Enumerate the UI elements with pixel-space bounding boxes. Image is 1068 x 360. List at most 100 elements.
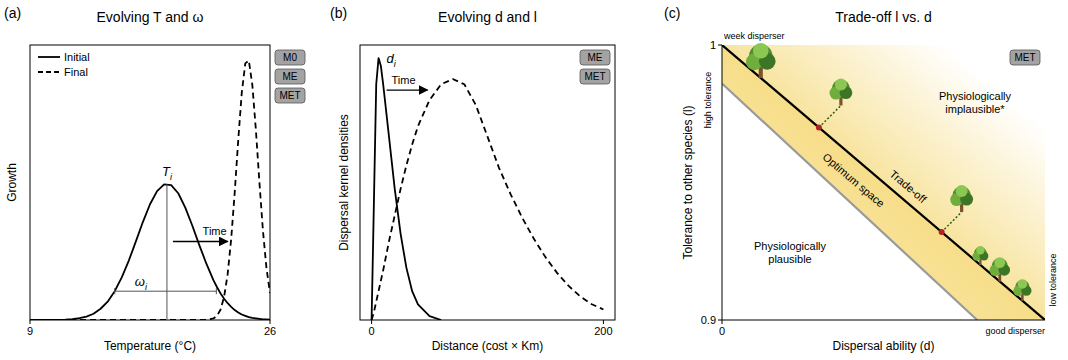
x-tick bbox=[722, 320, 723, 324]
subscript: i bbox=[145, 282, 148, 292]
subscript: i bbox=[170, 172, 173, 182]
x-tick bbox=[603, 320, 604, 324]
tree-crown bbox=[956, 185, 968, 197]
model-badge-label: ME bbox=[283, 71, 298, 82]
series-line bbox=[30, 60, 270, 320]
model-badge-label: MET bbox=[584, 71, 605, 82]
subscript: i bbox=[394, 59, 397, 69]
annotation: ωi bbox=[135, 274, 148, 292]
x-tick bbox=[30, 320, 31, 324]
axis-end-label: week disperser bbox=[723, 31, 785, 41]
plot-area bbox=[722, 45, 1045, 320]
y-axis-title: Growth bbox=[5, 163, 19, 202]
tree-link bbox=[819, 106, 841, 128]
y-axis-title: Dispersal kernel densities bbox=[337, 114, 351, 251]
label-line: Physiologically bbox=[939, 90, 1012, 102]
y-tick-label: 0.9 bbox=[701, 314, 716, 326]
optimum-band bbox=[722, 45, 1045, 320]
panel-title: Trade-off l vs. d bbox=[835, 9, 931, 25]
model-badge bbox=[1010, 50, 1040, 65]
legend-swatch bbox=[38, 56, 60, 58]
x-axis-title: Temperature (°C) bbox=[104, 339, 196, 353]
tree bbox=[950, 185, 973, 212]
x-tick-label: 0 bbox=[719, 325, 725, 337]
y-tick-label: 1 bbox=[710, 39, 716, 51]
y-tick bbox=[718, 45, 722, 46]
time-label: Time bbox=[203, 225, 227, 237]
time-arrow bbox=[173, 241, 228, 242]
model-badge-label: ME bbox=[588, 52, 603, 63]
y-tick bbox=[718, 320, 722, 321]
panel: (b) Evolving d and l 0 200 Distance (cost × … bbox=[330, 5, 615, 353]
x-tick bbox=[371, 320, 372, 324]
plot-area bbox=[30, 60, 270, 320]
legend-label: Initial bbox=[64, 51, 90, 63]
tree bbox=[830, 79, 853, 106]
tree-crown bbox=[753, 43, 769, 59]
tree-point bbox=[939, 229, 945, 235]
panel-title: Evolving T and ω bbox=[97, 9, 204, 25]
x-tick-label: 26 bbox=[264, 325, 276, 337]
legend-swatch bbox=[38, 71, 60, 73]
label-line: plausible bbox=[768, 253, 811, 265]
plot-area bbox=[372, 58, 604, 320]
model-badge-label: M0 bbox=[283, 52, 297, 63]
time-label: Time bbox=[392, 74, 416, 86]
annotation: di bbox=[387, 51, 397, 69]
x-tick bbox=[270, 320, 271, 324]
x-axis bbox=[722, 320, 1045, 321]
label-line: Physiologically bbox=[754, 240, 827, 252]
tree-crown bbox=[1018, 279, 1028, 289]
series-line bbox=[372, 79, 604, 320]
x-tick-label: 0 bbox=[369, 325, 375, 337]
x-axis-title: Distance (cost × Km) bbox=[432, 339, 544, 353]
width-end bbox=[114, 288, 115, 294]
implausible-haze bbox=[722, 45, 1045, 320]
model-badge bbox=[275, 69, 305, 84]
tree bbox=[972, 246, 988, 265]
model-badge-label: MET bbox=[1014, 52, 1035, 63]
model-badge bbox=[275, 88, 305, 103]
trade-off-label: Trade-off bbox=[887, 168, 929, 206]
panel: (c) Trade-off l vs. d 00.9 1 Dispersal abili… bbox=[664, 5, 1058, 353]
panel-title: Evolving d and l bbox=[438, 9, 537, 25]
panel-letter: (c) bbox=[664, 5, 680, 21]
series-line bbox=[722, 45, 1045, 320]
tree bbox=[1013, 279, 1031, 301]
tree-crown bbox=[976, 246, 984, 254]
tree-crown bbox=[994, 257, 1005, 268]
frame bbox=[360, 45, 615, 320]
model-badge bbox=[580, 69, 610, 84]
panel: (a) Evolving T and ω 9 26 Temperature (°C) Gr… bbox=[4, 5, 305, 353]
optimum-line bbox=[166, 184, 167, 320]
label-line: implausible* bbox=[945, 103, 1005, 115]
figure: (a) Evolving T and ω 9 26 Temperature (°C) Gr… bbox=[0, 0, 1068, 360]
axis-end-label: good disperser bbox=[985, 326, 1045, 336]
frame bbox=[30, 45, 270, 320]
panel-letter: (a) bbox=[4, 5, 21, 21]
model-badge bbox=[580, 50, 610, 65]
x-axis-title: Dispersal ability (d) bbox=[832, 339, 934, 353]
tree-crown bbox=[835, 79, 847, 91]
panel-letter: (b) bbox=[330, 5, 347, 21]
width-end bbox=[216, 288, 217, 294]
y-axis bbox=[722, 45, 723, 320]
x-tick-label: 9 bbox=[27, 325, 33, 337]
tree-point bbox=[816, 125, 822, 131]
time-arrow bbox=[387, 89, 428, 90]
x-tick-label: 200 bbox=[594, 325, 612, 337]
region-label: Physiologicallyimplausible* bbox=[939, 90, 1012, 115]
region-label: Optimum space bbox=[821, 151, 887, 210]
region-label: Physiologicallyplausible bbox=[754, 240, 827, 265]
annotation: Ti bbox=[162, 164, 173, 182]
tree bbox=[746, 43, 776, 78]
y-axis-title: Tolerance to other species (l) bbox=[681, 105, 695, 259]
axis-end-label: low tolerance bbox=[1048, 253, 1058, 306]
model-badge bbox=[275, 50, 305, 65]
tree-link bbox=[942, 212, 962, 232]
width-line bbox=[115, 291, 217, 292]
axis-end-label: high tolerance bbox=[703, 72, 713, 129]
model-badge-label: MET bbox=[279, 90, 300, 101]
tree bbox=[990, 257, 1011, 281]
series-line bbox=[722, 84, 977, 321]
